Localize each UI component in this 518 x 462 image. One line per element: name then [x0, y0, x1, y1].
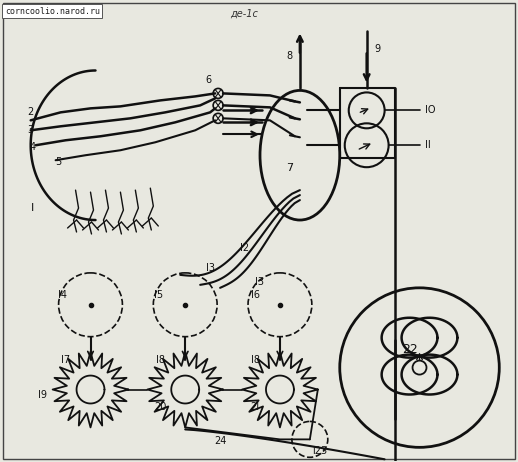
Text: 3: 3 — [27, 125, 34, 135]
Text: 2I: 2I — [250, 402, 260, 413]
Text: 5: 5 — [55, 157, 62, 167]
Text: 20: 20 — [154, 402, 166, 413]
Text: I7: I7 — [61, 355, 70, 365]
Text: I6: I6 — [251, 290, 260, 300]
Text: де-1с: де-1с — [230, 9, 258, 18]
Text: 8: 8 — [287, 50, 293, 61]
Text: I8: I8 — [156, 355, 165, 365]
Text: 7: 7 — [286, 163, 294, 173]
Text: I4: I4 — [58, 290, 67, 300]
Text: 4: 4 — [30, 142, 36, 152]
Text: 6: 6 — [205, 75, 211, 85]
Text: 24: 24 — [214, 437, 226, 446]
Text: 22: 22 — [401, 343, 418, 356]
Text: I5: I5 — [154, 290, 163, 300]
Text: I2: I2 — [240, 243, 250, 253]
Text: corncoolio.narod.ru: corncoolio.narod.ru — [5, 6, 100, 16]
Text: 9: 9 — [375, 43, 381, 54]
Text: I8: I8 — [251, 355, 260, 365]
Text: II: II — [424, 140, 430, 150]
Text: 2: 2 — [27, 107, 34, 117]
Text: IO: IO — [424, 105, 435, 116]
Text: l23: l23 — [312, 446, 327, 456]
Text: I3: I3 — [255, 277, 265, 287]
Text: I: I — [31, 203, 34, 213]
Text: I3: I3 — [206, 263, 214, 273]
Text: I9: I9 — [38, 389, 47, 400]
